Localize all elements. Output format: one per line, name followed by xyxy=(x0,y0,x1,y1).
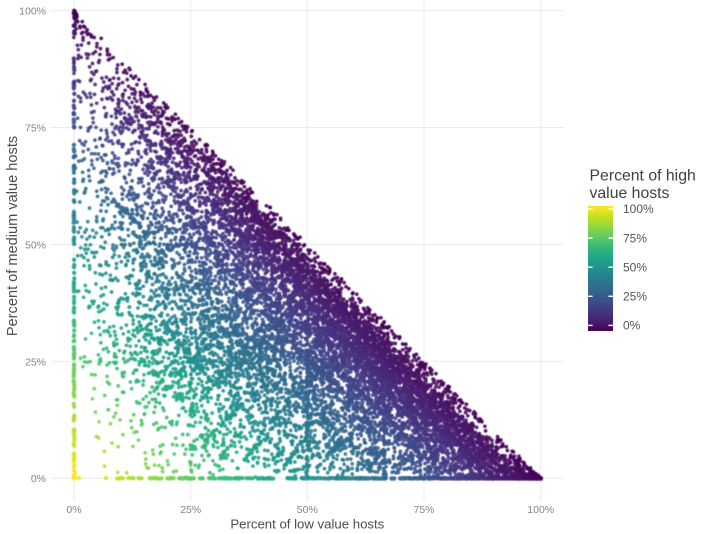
svg-text:25%: 25% xyxy=(180,504,201,516)
svg-text:25%: 25% xyxy=(25,356,46,368)
svg-text:75%: 75% xyxy=(25,122,46,134)
svg-text:100%: 100% xyxy=(623,202,654,216)
svg-text:75%: 75% xyxy=(623,231,647,245)
svg-text:75%: 75% xyxy=(413,504,434,516)
svg-text:25%: 25% xyxy=(623,290,647,304)
svg-text:0%: 0% xyxy=(31,473,46,485)
svg-text:100%: 100% xyxy=(19,6,46,18)
svg-text:Percent of low value hosts: Percent of low value hosts xyxy=(230,516,384,531)
svg-text:0%: 0% xyxy=(66,504,81,516)
svg-text:100%: 100% xyxy=(527,504,554,516)
svg-text:value hosts: value hosts xyxy=(590,185,670,202)
svg-text:Percent of high: Percent of high xyxy=(590,168,696,185)
svg-text:0%: 0% xyxy=(623,319,641,333)
svg-text:Percent of medium value hosts: Percent of medium value hosts xyxy=(5,136,21,336)
svg-text:50%: 50% xyxy=(297,504,318,516)
svg-text:50%: 50% xyxy=(25,239,46,251)
svg-text:50%: 50% xyxy=(623,260,647,274)
